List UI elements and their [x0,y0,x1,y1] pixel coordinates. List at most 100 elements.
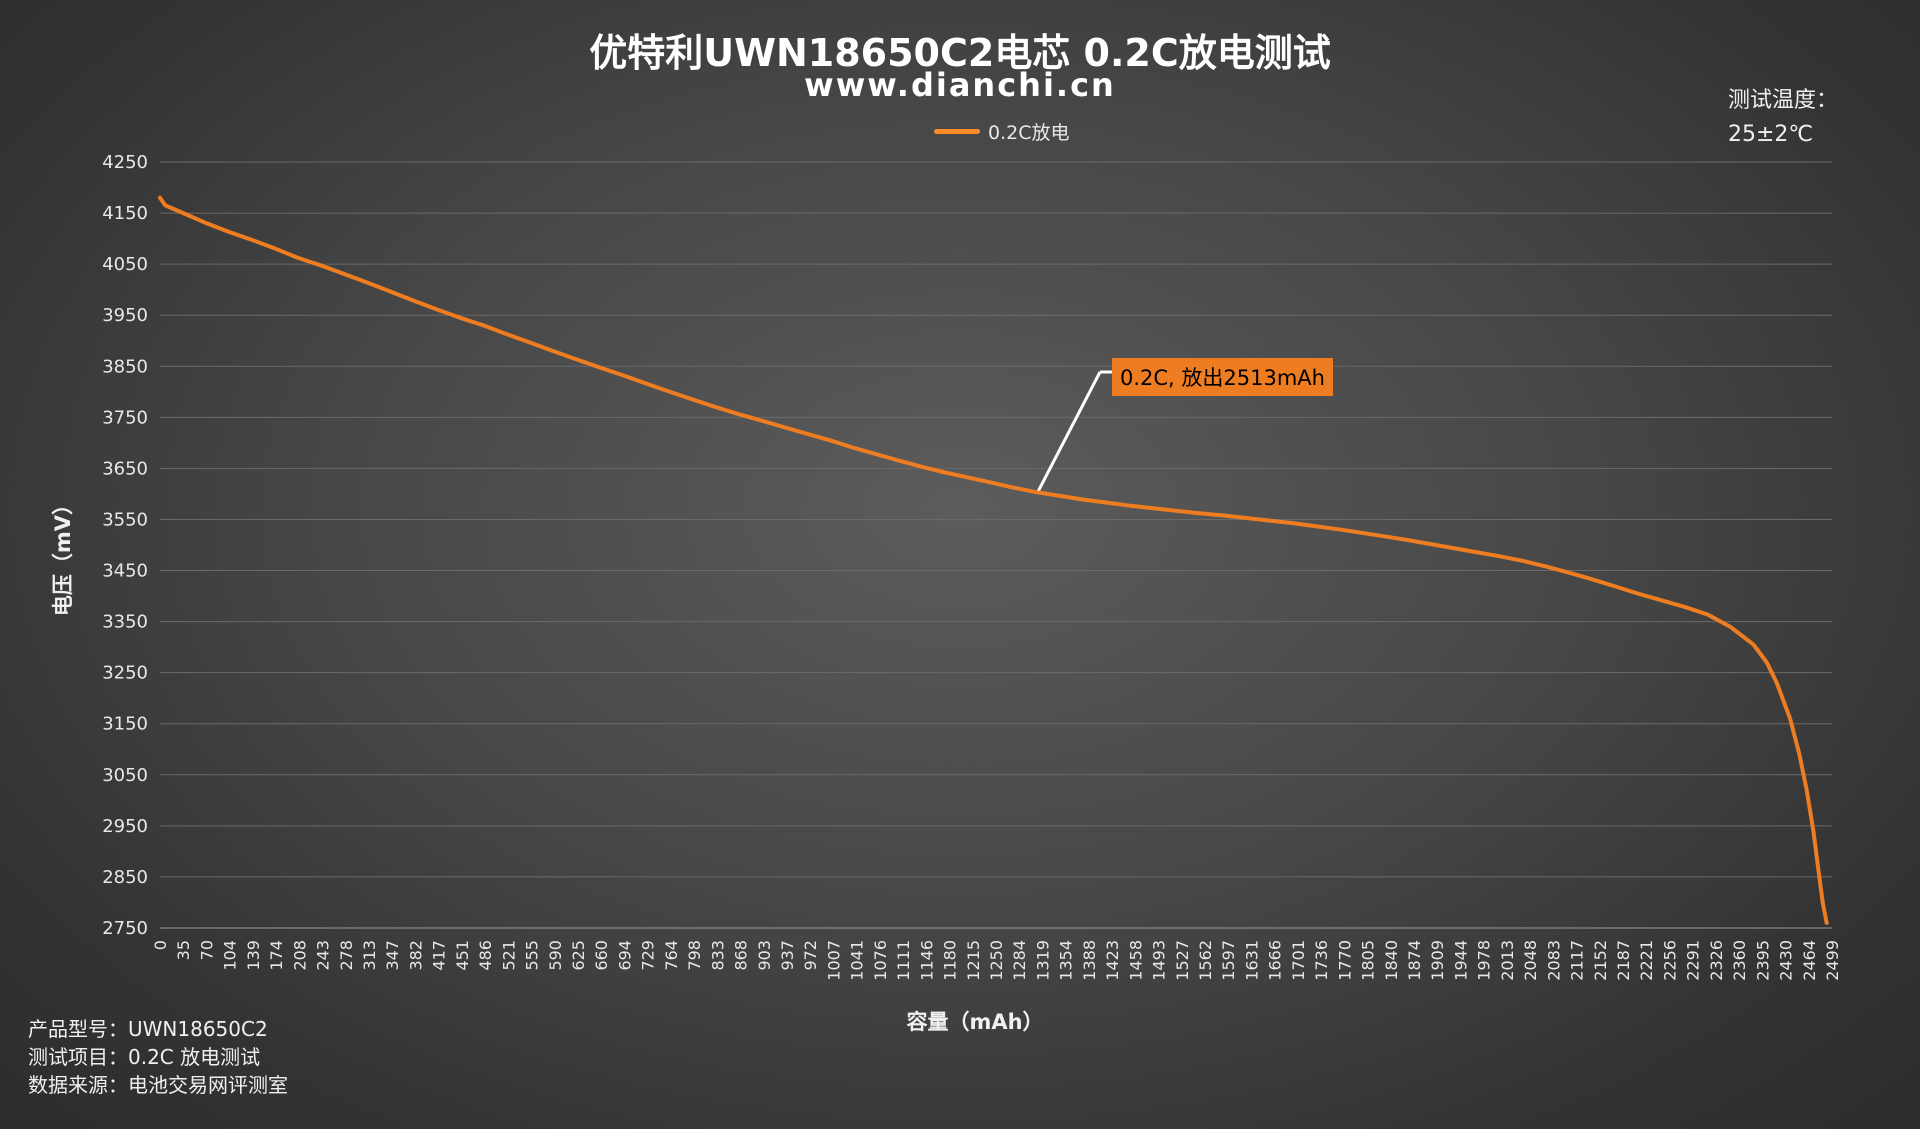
footer-model: 产品型号：UWN18650C2 [28,1017,268,1041]
x-tick-label: 0 [151,940,170,950]
y-tick-label: 3750 [102,407,148,428]
x-tick-label: 2326 [1707,940,1726,981]
x-tick-label: 1493 [1150,940,1169,981]
x-tick-label: 243 [314,940,333,971]
x-tick-label: 174 [267,940,286,971]
x-tick-label: 1562 [1196,940,1215,981]
y-tick-label: 4050 [102,254,148,275]
x-tick-label: 2395 [1753,940,1772,981]
y-tick-label: 3050 [102,765,148,786]
x-tick-label: 1111 [894,940,913,981]
gridlines [160,161,1832,929]
y-tick-label: 2850 [102,867,148,888]
x-tick-label: 1319 [1033,940,1052,981]
x-tick-label: 972 [801,940,820,971]
x-tick-label: 1597 [1219,940,1238,981]
x-tick-label: 2464 [1800,940,1819,981]
x-tick-label: 1076 [871,940,890,981]
x-tick-label: 278 [337,940,356,971]
y-tick-label: 3650 [102,458,148,479]
x-tick-label: 2048 [1521,940,1540,981]
footer-info: 产品型号：UWN18650C2 测试项目：0.2C 放电测试 数据来源：电池交易… [28,1015,288,1099]
x-tick-label: 2360 [1730,940,1749,981]
x-tick-label: 347 [383,940,402,971]
x-tick-label: 937 [778,940,797,971]
x-tick-label: 382 [406,940,425,971]
x-tick-label: 521 [499,940,518,971]
y-tick-label: 3850 [102,356,148,377]
x-tick-label: 1146 [917,940,936,981]
y-tick-label: 3350 [102,612,148,633]
x-tick-label: 208 [290,940,309,971]
chart-title: 优特利UWN18650C2电芯 0.2C放电测试 [589,31,1331,75]
x-tick-label: 486 [476,940,495,971]
y-tick-label: 3950 [102,305,148,326]
test-temperature-value: 25±2℃ [1728,122,1814,147]
x-tick-label: 1180 [941,940,960,981]
x-tick-label: 1250 [987,940,1006,981]
x-tick-label: 2291 [1684,940,1703,981]
x-axis-label: 容量（mAh） [906,1010,1044,1034]
y-axis-label: 电压（mV） [51,493,75,617]
x-tick-label: 1284 [1010,940,1029,981]
y-tick-label: 4150 [102,203,148,224]
x-tick-label: 1736 [1312,940,1331,981]
annotation-leader-line [1036,371,1102,494]
y-tick-labels: 4250 4150 4050 3950 3850 3750 3650 3550 3450 3350… [102,152,148,939]
x-tick-label: 139 [244,940,263,971]
x-tick-label: 1458 [1126,940,1145,981]
x-tick-label: 1944 [1451,940,1470,981]
x-tick-label: 1874 [1405,940,1424,981]
x-tick-label: 1805 [1359,940,1378,981]
x-tick-label: 764 [662,940,681,971]
x-tick-label: 70 [197,940,216,960]
x-tick-label: 1701 [1289,940,1308,981]
legend: 0.2C放电 [934,118,1069,145]
y-tick-label: 3250 [102,663,148,684]
x-tick-label: 868 [732,940,751,971]
x-tick-label: 2499 [1823,940,1842,981]
x-tick-label: 1388 [1080,940,1099,981]
x-tick-label: 903 [755,940,774,971]
test-temperature-label: 测试温度： [1728,88,1839,113]
x-tick-label: 694 [615,940,634,971]
x-tick-label: 1978 [1475,940,1494,981]
x-tick-label: 1527 [1173,940,1192,981]
x-tick-label: 104 [221,940,240,971]
annotation-label: 0.2C, 放出2513mAh [1112,358,1333,396]
x-tick-label: 1215 [964,940,983,981]
footer-test-item: 测试项目：0.2C 放电测试 [28,1045,261,1069]
x-tick-label: 729 [639,940,658,971]
x-tick-label: 1840 [1382,940,1401,981]
legend-label: 0.2C放电 [988,122,1070,144]
x-tick-label: 1631 [1242,940,1261,981]
x-tick-label: 1770 [1335,940,1354,981]
x-tick-label: 417 [430,940,449,971]
chart-subtitle: www.dianchi.cn [804,66,1116,104]
x-tick-label: 1041 [848,940,867,981]
x-tick-labels: 0 35 70 104 139 174 208 243 278 313 347 382 417 451 48… [151,940,1842,981]
x-tick-label: 1666 [1266,940,1285,981]
x-tick-label: 660 [592,940,611,971]
y-tick-label: 4250 [102,152,148,173]
x-tick-label: 833 [708,940,727,971]
x-tick-label: 1007 [824,940,843,981]
x-tick-label: 1909 [1428,940,1447,981]
x-tick-label: 451 [453,940,472,971]
x-tick-label: 1423 [1103,940,1122,981]
y-tick-label: 2750 [102,918,148,939]
x-tick-label: 798 [685,940,704,971]
x-tick-label: 2256 [1660,940,1679,981]
x-tick-label: 313 [360,940,379,971]
legend-swatch [934,129,980,134]
x-tick-label: 2187 [1614,940,1633,981]
y-tick-label: 3550 [102,509,148,530]
x-tick-label: 35 [174,940,193,960]
x-tick-label: 2221 [1637,940,1656,981]
x-tick-label: 2152 [1591,940,1610,981]
series-line-0.2c [158,195,1829,925]
test-temperature: 测试温度： 25±2℃ [1728,84,1838,152]
y-tick-label: 2950 [102,816,148,837]
x-tick-label: 2013 [1498,940,1517,981]
